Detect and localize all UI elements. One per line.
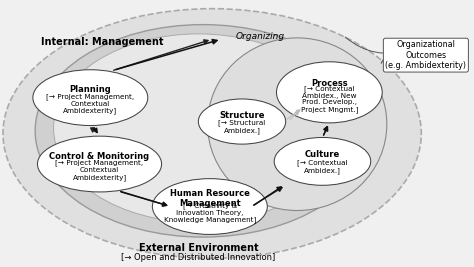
Text: Organizational
Outcomes
(e.g. Ambidexterity): Organizational Outcomes (e.g. Ambidexter… (385, 40, 466, 70)
Text: External Environment: External Environment (138, 243, 258, 253)
Ellipse shape (37, 136, 162, 192)
Text: [→ Contextual
Ambidex.]: [→ Contextual Ambidex.] (297, 159, 348, 174)
Text: [→ Project Management,
Contextual
Ambidexterity]: [→ Project Management, Contextual Ambide… (55, 160, 144, 181)
Text: [→ Project Management,
Contextual
Ambidexterity]: [→ Project Management, Contextual Ambide… (46, 93, 135, 114)
Ellipse shape (3, 9, 421, 258)
Ellipse shape (274, 138, 371, 185)
Text: [→ Structural
Ambidex.]: [→ Structural Ambidex.] (219, 119, 265, 134)
Text: [→ Contextual
Ambidex., New
Prod. Develop.,
Project Mngmt.]: [→ Contextual Ambidex., New Prod. Develo… (301, 85, 358, 113)
Ellipse shape (54, 34, 343, 222)
Ellipse shape (33, 70, 148, 125)
Text: Control & Monitoring: Control & Monitoring (49, 152, 150, 161)
Ellipse shape (276, 62, 382, 123)
Text: [→ Open and Distributed Innovation]: [→ Open and Distributed Innovation] (121, 253, 275, 262)
Text: Human Resource
Management: Human Resource Management (170, 189, 250, 209)
Text: Internal: Management: Internal: Management (41, 37, 163, 47)
Text: Culture: Culture (305, 150, 340, 159)
Text: Planning: Planning (70, 85, 111, 94)
Ellipse shape (35, 25, 371, 237)
Text: Structure: Structure (219, 111, 265, 120)
Ellipse shape (208, 38, 387, 210)
Ellipse shape (152, 179, 267, 234)
Text: Process: Process (311, 79, 347, 88)
Text: Organizing: Organizing (236, 32, 285, 41)
Text: [→ Creativity &
Innovation Theory,
Knowledge Management]: [→ Creativity & Innovation Theory, Knowl… (164, 202, 256, 223)
Ellipse shape (198, 99, 286, 144)
